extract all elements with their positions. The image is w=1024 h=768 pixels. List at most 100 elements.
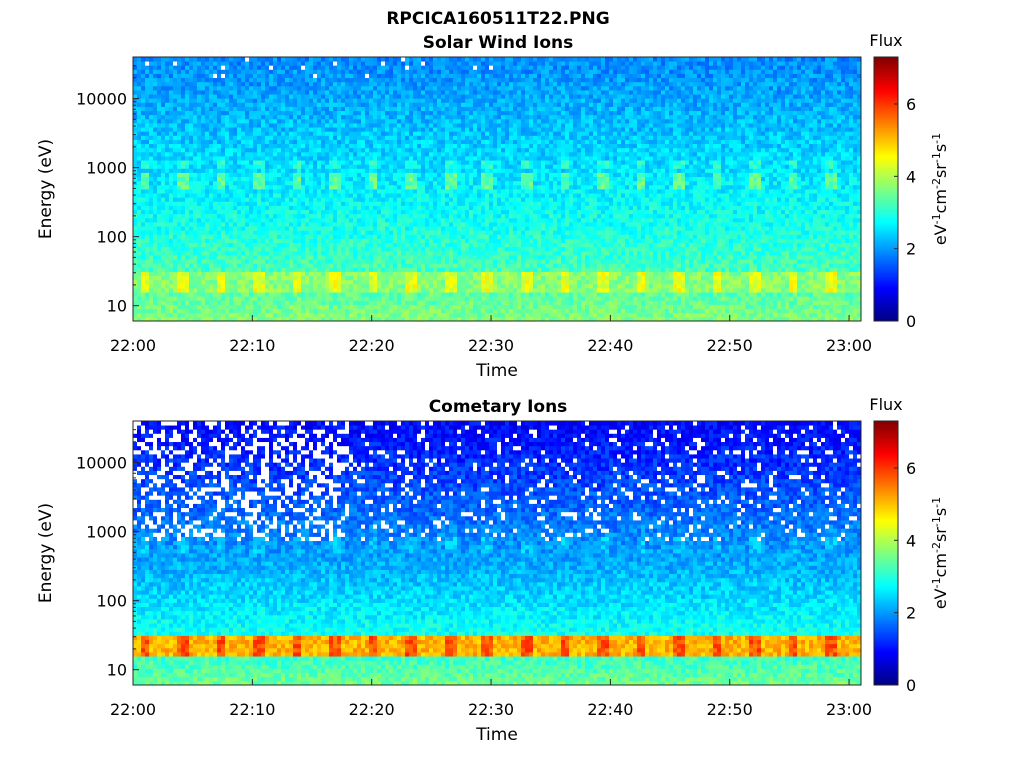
- colorbar-segment: [874, 65, 898, 69]
- colorbar-units: eV-1cm-2sr-1s-1: [930, 133, 951, 245]
- colorbar-segment: [874, 509, 898, 512]
- colorbar-segment: [874, 599, 898, 602]
- x-tick-label: 23:00: [826, 336, 872, 355]
- colorbar-segment: [874, 586, 898, 589]
- colorbar-segment: [874, 500, 898, 503]
- colorbar-segment: [874, 451, 898, 455]
- colorbar-segment: [874, 421, 898, 424]
- colorbar-segment: [874, 107, 898, 111]
- colorbar-segment: [874, 268, 898, 271]
- colorbar-segment: [874, 235, 898, 238]
- y-tick-label: 10: [107, 297, 127, 316]
- colorbar-segment: [874, 114, 898, 117]
- colorbar-segment: [874, 456, 898, 459]
- colorbar-segment: [874, 228, 898, 232]
- colorbar-segment: [874, 526, 898, 530]
- colorbar-segment: [874, 588, 898, 591]
- colorbar-segment: [874, 274, 898, 278]
- colorbar-frame: [873, 420, 899, 686]
- colorbar-segment: [874, 616, 898, 620]
- colorbar-segment: [874, 605, 898, 609]
- colorbar-segment: [874, 109, 898, 113]
- colorbar-segment: [874, 528, 898, 532]
- colorbar-segment: [874, 680, 898, 684]
- colorbar-segment: [874, 498, 898, 501]
- colorbar-segment: [874, 270, 898, 274]
- colorbar-segment: [874, 423, 898, 426]
- colorbar-segment: [874, 145, 898, 148]
- colorbar-segment: [874, 142, 898, 146]
- colorbar-segment: [874, 645, 898, 649]
- colorbar-segment: [874, 579, 898, 583]
- colorbar-segment: [874, 208, 898, 212]
- colorbar-segment: [874, 583, 898, 587]
- colorbar-segment: [874, 465, 898, 468]
- colorbar-segment: [874, 546, 898, 550]
- colorbar-segment: [874, 597, 898, 600]
- colorbar-segment: [874, 555, 898, 558]
- colorbar-segment: [874, 570, 898, 574]
- colorbar-segment: [874, 105, 898, 109]
- plot-frame: [132, 420, 862, 686]
- colorbar-segment: [874, 638, 898, 642]
- colorbar-segment: [874, 195, 898, 199]
- x-tick-label: 22:10: [229, 700, 275, 719]
- colorbar-segment: [874, 623, 898, 627]
- x-tick-label: 22:50: [707, 336, 753, 355]
- colorbar-segment: [874, 246, 898, 249]
- colorbar-segment: [874, 564, 898, 567]
- colorbar-segment: [874, 458, 898, 462]
- colorbar-segment: [874, 250, 898, 254]
- colorbar-segment: [874, 634, 898, 638]
- colorbar-segment: [874, 149, 898, 153]
- colorbar-segment: [874, 162, 898, 166]
- colorbar-segment: [874, 129, 898, 133]
- colorbar-segment: [874, 158, 898, 161]
- colorbar-segment: [874, 592, 898, 596]
- colorbar-segment: [874, 482, 898, 486]
- colorbar-segment: [874, 502, 898, 506]
- colorbar-segment: [874, 506, 898, 510]
- colorbar-segment: [874, 636, 898, 640]
- y-tick-label: 100: [96, 228, 127, 247]
- colorbar-tick-label: 6: [906, 459, 916, 478]
- colorbar-segment: [874, 186, 898, 190]
- colorbar-segment: [874, 669, 898, 673]
- colorbar-segment: [874, 561, 898, 565]
- colorbar-segment: [874, 140, 898, 144]
- colorbar-segment: [874, 171, 898, 175]
- colorbar-segment: [874, 301, 898, 304]
- colorbar-segment: [874, 432, 898, 435]
- colorbar-tick-label: 4: [906, 531, 916, 550]
- colorbar-segment: [874, 175, 898, 179]
- y-tick-label: 100: [96, 592, 127, 611]
- colorbar-segment: [874, 81, 898, 84]
- colorbar-segment: [874, 103, 898, 106]
- colorbar-segment: [874, 138, 898, 142]
- colorbar-segment: [874, 572, 898, 576]
- spectrogram: [133, 57, 862, 322]
- colorbar-segment: [874, 215, 898, 219]
- colorbar-segment: [874, 495, 898, 499]
- colorbar-segment: [874, 219, 898, 223]
- colorbar-segment: [874, 660, 898, 664]
- colorbar-segment: [874, 206, 898, 210]
- colorbar-segment: [874, 524, 898, 528]
- colorbar-segment: [874, 312, 898, 315]
- colorbar-segment: [874, 491, 898, 495]
- colorbar-segment: [874, 427, 898, 431]
- x-tick-label: 22:40: [587, 336, 633, 355]
- colorbar-segment: [874, 614, 898, 618]
- colorbar-segment: [874, 217, 898, 221]
- colorbar-segment: [874, 200, 898, 203]
- colorbar-segment: [874, 559, 898, 563]
- colorbar-segment: [874, 625, 898, 629]
- x-tick-label: 22:30: [468, 700, 514, 719]
- colorbar-segment: [874, 255, 898, 258]
- plot-frame: [132, 56, 862, 322]
- colorbar-segment: [874, 649, 898, 653]
- colorbar-segment: [874, 318, 898, 322]
- colorbar-segment: [874, 550, 898, 554]
- colorbar-segment: [874, 581, 898, 585]
- colorbar-segment: [874, 429, 898, 433]
